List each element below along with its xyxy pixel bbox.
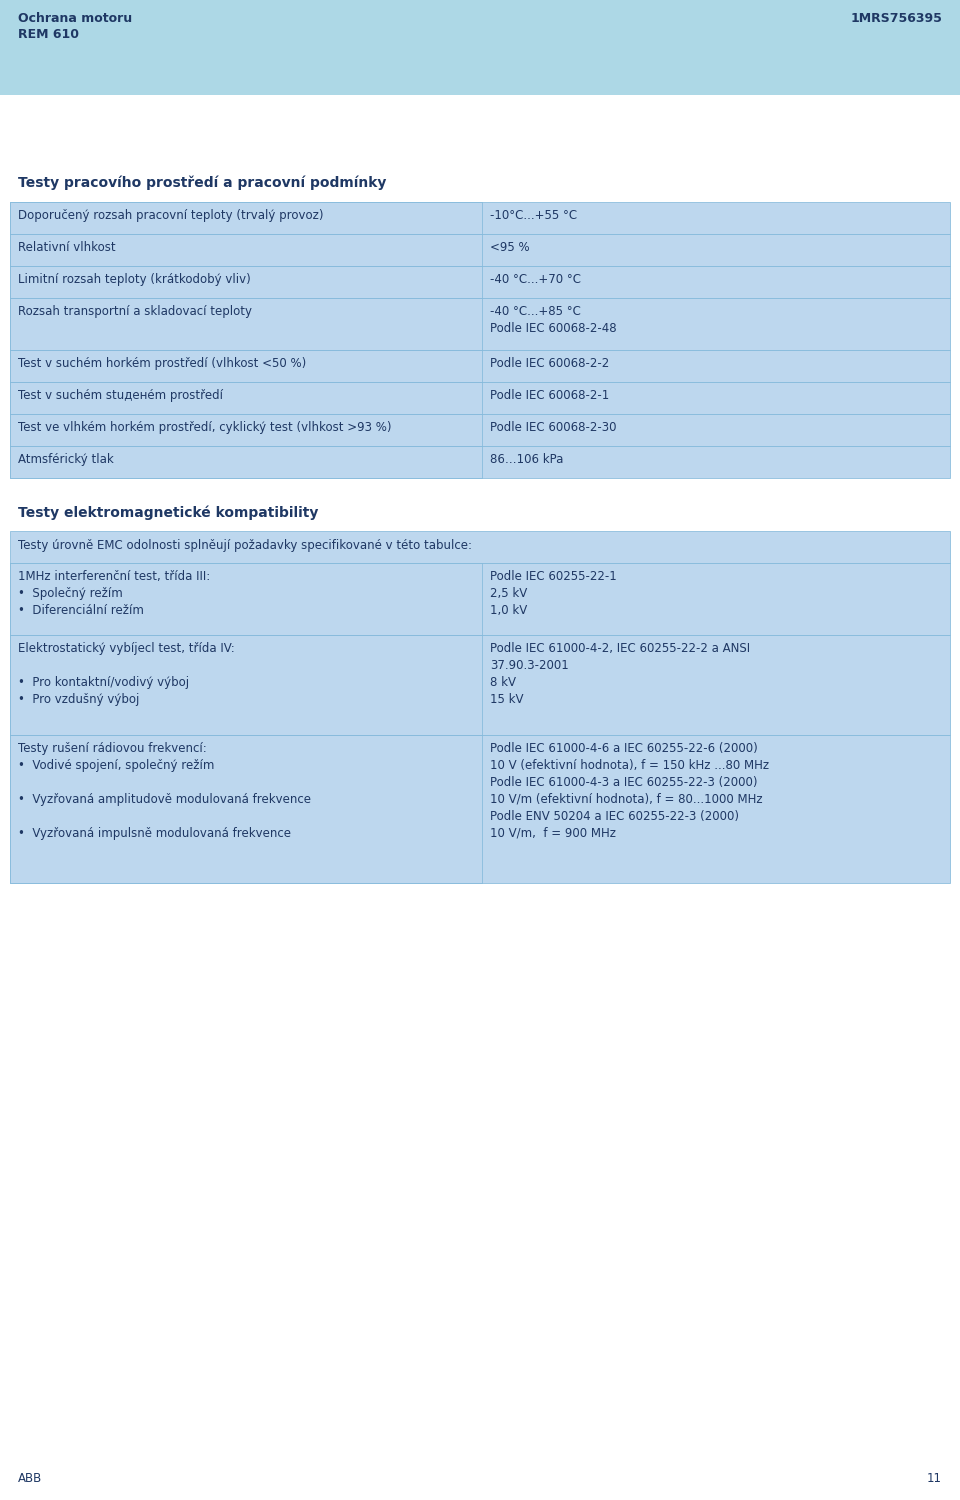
Text: Relativní vlhkost: Relativní vlhkost — [18, 242, 115, 254]
Text: Testy rušení rádiovou frekvencí:
•  Vodivé spojení, společný režím

•  Vyzřovaná: Testy rušení rádiovou frekvencí: • Vodiv… — [18, 742, 311, 840]
Text: Testy úrovně EMC odolnosti splněují požadavky specifikované v této tabulce:: Testy úrovně EMC odolnosti splněují poža… — [18, 538, 472, 552]
Text: 1MHz interferenční test, třída III:
•  Společný režím
•  Diferenciální režím: 1MHz interferenční test, třída III: • Sp… — [18, 570, 210, 616]
Text: Testy elektromagnetické kompatibility: Testy elektromagnetické kompatibility — [18, 506, 319, 520]
Bar — [10, 414, 482, 446]
Text: -40 °C...+70 °C: -40 °C...+70 °C — [490, 273, 581, 286]
Text: -40 °C...+85 °C
Podle IEC 60068-2-48: -40 °C...+85 °C Podle IEC 60068-2-48 — [490, 304, 616, 334]
Bar — [10, 634, 950, 735]
Text: Rozsah transportní a skladovací teploty: Rozsah transportní a skladovací teploty — [18, 304, 252, 318]
Text: <95 %: <95 % — [490, 242, 530, 254]
Text: REM 610: REM 610 — [18, 28, 79, 40]
Bar — [10, 202, 950, 234]
Bar — [10, 234, 950, 266]
Text: Atmsférický tlak: Atmsférický tlak — [18, 453, 113, 466]
Bar — [10, 382, 482, 414]
Bar — [10, 298, 482, 350]
Bar — [10, 634, 482, 735]
Bar — [10, 266, 482, 298]
Text: 11: 11 — [927, 1472, 942, 1485]
Text: Elektrostatický vybíjecl test, třída IV:

•  Pro kontaktní/vodivý výboj
•  Pro v: Elektrostatický vybíjecl test, třída IV:… — [18, 642, 235, 706]
Text: Podle IEC 60255-22-1
2,5 kV
1,0 kV: Podle IEC 60255-22-1 2,5 kV 1,0 kV — [490, 570, 616, 616]
Text: ABB: ABB — [18, 1472, 42, 1485]
Text: Doporučený rozsah pracovní teploty (trvalý provoz): Doporučený rozsah pracovní teploty (trva… — [18, 209, 324, 222]
Bar — [10, 562, 950, 634]
Text: Test v suchém stuденém prostředí: Test v suchém stuденém prostředí — [18, 388, 223, 402]
Text: Test ve vlhkém horkém prostředí, cyklický test (vlhkost >93 %): Test ve vlhkém horkém prostředí, cyklick… — [18, 422, 392, 434]
Bar — [10, 382, 950, 414]
Bar — [0, 0, 960, 94]
Text: 1MRS756395: 1MRS756395 — [851, 12, 942, 26]
Bar — [10, 562, 482, 634]
Text: Podle IEC 60068-2-30: Podle IEC 60068-2-30 — [490, 422, 616, 434]
Text: -10°C...+55 °C: -10°C...+55 °C — [490, 209, 577, 222]
Bar — [10, 350, 950, 382]
Text: Limitní rozsah teploty (krátkodobý vliv): Limitní rozsah teploty (krátkodobý vliv) — [18, 273, 251, 286]
Text: Podle IEC 60068-2-2: Podle IEC 60068-2-2 — [490, 357, 610, 370]
Text: Podle IEC 61000-4-6 a IEC 60255-22-6 (2000)
10 V (efektivní hodnota), f = 150 kH: Podle IEC 61000-4-6 a IEC 60255-22-6 (20… — [490, 742, 769, 840]
Bar — [10, 234, 482, 266]
Text: 86…106 kPa: 86…106 kPa — [490, 453, 564, 466]
Bar — [10, 735, 950, 884]
Bar — [10, 531, 950, 562]
Text: Podle IEC 61000-4-2, IEC 60255-22-2 a ANSI
37.90.3-2001
8 kV
15 kV: Podle IEC 61000-4-2, IEC 60255-22-2 a AN… — [490, 642, 750, 706]
Text: Ochrana motoru: Ochrana motoru — [18, 12, 132, 26]
Bar — [10, 266, 950, 298]
Bar — [10, 298, 950, 350]
Bar — [10, 414, 950, 446]
Bar — [10, 735, 482, 884]
Bar — [10, 446, 482, 478]
Text: Test v suchém horkém prostředí (vlhkost <50 %): Test v suchém horkém prostředí (vlhkost … — [18, 357, 306, 370]
Text: Testy pracovího prostředí a pracovní podmínky: Testy pracovího prostředí a pracovní pod… — [18, 176, 386, 189]
Bar — [10, 202, 482, 234]
Text: Podle IEC 60068-2-1: Podle IEC 60068-2-1 — [490, 388, 610, 402]
Bar — [10, 350, 482, 382]
Bar — [10, 446, 950, 478]
